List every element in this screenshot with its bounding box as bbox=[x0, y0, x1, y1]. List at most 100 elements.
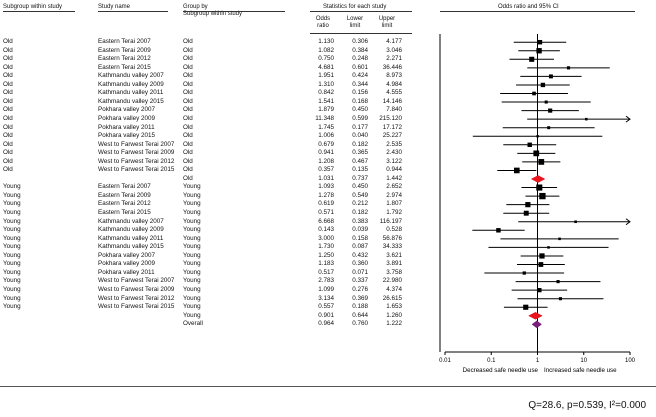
cell-study-name: Kathmandu valley 2007 bbox=[98, 72, 164, 80]
cell-subgroup: Young bbox=[3, 285, 21, 293]
cell-upper-limit: 3.046 bbox=[386, 46, 402, 54]
study-marker bbox=[523, 304, 529, 310]
study-marker bbox=[523, 210, 529, 216]
cell-study-name: Kathmandu valley 2007 bbox=[98, 217, 164, 225]
table-row: Young West to Farwest Terai 2007 Young 2.78… bbox=[0, 277, 420, 285]
cell-odds-ratio: 4.681 bbox=[318, 63, 334, 71]
cell-subgroup: Old bbox=[3, 63, 13, 71]
cell-odds-ratio: 1.208 bbox=[318, 157, 334, 165]
cell-odds-ratio: 1.730 bbox=[318, 243, 334, 251]
table-row: Young Pokhara valley 2007 Young 1.250 0.432 3… bbox=[0, 252, 420, 260]
cell-study-name: Kathmandu valley 2015 bbox=[98, 243, 164, 251]
cell-upper-limit: 4.177 bbox=[386, 38, 402, 45]
cell-lower-limit: 0.188 bbox=[352, 303, 368, 311]
cell-upper-limit: 14.146 bbox=[382, 97, 402, 105]
cell-odds-ratio: 0.143 bbox=[318, 226, 334, 234]
cell-lower-limit: 0.158 bbox=[352, 234, 368, 242]
study-marker bbox=[525, 202, 531, 208]
cell-lower-limit: 0.450 bbox=[352, 106, 368, 114]
table-row: Old Kathmandu valley 2007 Old 1.951 0.424 8.9… bbox=[0, 72, 420, 80]
cell-lower-limit: 0.087 bbox=[352, 243, 368, 251]
header-stats: Statistics for each study bbox=[323, 4, 387, 10]
cell-group: Young bbox=[183, 209, 201, 216]
x-tick-label: 100 bbox=[625, 358, 636, 364]
cell-upper-limit: 0.944 bbox=[386, 166, 402, 174]
cell-group: Old bbox=[183, 106, 193, 114]
cell-study-name: Eastern Terai 2007 bbox=[98, 38, 151, 45]
cell-group: Young bbox=[183, 226, 201, 234]
cell-group: Overall bbox=[183, 320, 203, 328]
study-marker bbox=[536, 48, 542, 54]
cell-group: Old bbox=[183, 132, 193, 140]
cell-study-name: Pokhara valley 2007 bbox=[98, 251, 156, 259]
cell-upper-limit: 215.120 bbox=[379, 114, 402, 122]
cell-group: Young bbox=[183, 191, 201, 199]
table-row: Old Kathmandu valley 2009 Old 1.310 0.344 4.9… bbox=[0, 81, 420, 89]
cell-group: Young bbox=[183, 268, 201, 276]
cell-group: Young bbox=[183, 260, 201, 268]
cell-upper-limit: 2.535 bbox=[386, 140, 402, 148]
cell-study-name: West to Farwest Terai 2012 bbox=[98, 294, 175, 302]
cell-lower-limit: 0.344 bbox=[352, 80, 368, 88]
cell-subgroup: Old bbox=[3, 157, 13, 165]
cell-lower-limit: 0.760 bbox=[352, 320, 368, 328]
header-groupby: Group by Subgroup within study bbox=[183, 4, 242, 18]
cell-group: Young bbox=[183, 200, 201, 208]
study-marker bbox=[538, 262, 544, 267]
cell-subgroup: Young bbox=[3, 260, 21, 268]
cell-lower-limit: 0.369 bbox=[352, 294, 368, 302]
cell-upper-limit: 4.374 bbox=[386, 285, 402, 293]
header-odds-ratio: Odds ratio bbox=[315, 16, 331, 29]
cell-upper-limit: 7.840 bbox=[386, 106, 402, 114]
cell-subgroup: Old bbox=[3, 38, 13, 45]
cell-subgroup: Old bbox=[3, 149, 13, 157]
cell-subgroup: Old bbox=[3, 166, 13, 174]
table-row: Young West to Farwest Terai 2009 Young 1.09… bbox=[0, 286, 420, 294]
cell-odds-ratio: 0.679 bbox=[318, 140, 334, 148]
cell-odds-ratio: 1.130 bbox=[318, 38, 334, 45]
x-tick-label: 1 bbox=[536, 358, 540, 364]
study-marker bbox=[536, 184, 543, 191]
cell-odds-ratio: 0.571 bbox=[318, 209, 334, 216]
cell-lower-limit: 0.039 bbox=[352, 226, 368, 234]
cell-subgroup: Young bbox=[3, 303, 21, 311]
cell-group: Young bbox=[183, 311, 201, 319]
cell-group: Old bbox=[183, 55, 193, 63]
cell-upper-limit: 2.271 bbox=[386, 55, 402, 63]
cell-group: Young bbox=[183, 303, 201, 311]
cell-study-name: West to Farwest Terai 2007 bbox=[98, 277, 175, 285]
cell-odds-ratio: 0.964 bbox=[318, 320, 334, 328]
cell-group: Young bbox=[183, 285, 201, 293]
cell-lower-limit: 0.168 bbox=[352, 97, 368, 105]
table-row: Old West to Farwest Terai 2009 Old 0.941 0.3… bbox=[0, 149, 420, 157]
cell-odds-ratio: 1.951 bbox=[318, 72, 334, 80]
cell-odds-ratio: 1.745 bbox=[318, 123, 334, 131]
cell-group: Old bbox=[183, 89, 193, 97]
cell-odds-ratio: 1.278 bbox=[318, 191, 334, 199]
cell-odds-ratio: 1.879 bbox=[318, 106, 334, 114]
cell-study-name: Eastern Terai 2015 bbox=[98, 63, 151, 71]
cell-odds-ratio: 0.901 bbox=[318, 311, 334, 319]
cell-upper-limit: 1.807 bbox=[386, 200, 402, 208]
cell-lower-limit: 0.182 bbox=[352, 140, 368, 148]
table-row: Old Pokhara valley 2011 Old 1.745 0.177 17.17… bbox=[0, 124, 420, 132]
cell-subgroup: Young bbox=[3, 251, 21, 259]
cell-lower-limit: 0.737 bbox=[352, 174, 368, 182]
cell-upper-limit: 25.227 bbox=[382, 132, 402, 140]
table-row: Old Pokhara valley 2007 Old 1.879 0.450 7.840 bbox=[0, 106, 420, 114]
cell-study-name: West to Farwest Terai 2009 bbox=[98, 149, 175, 157]
cell-odds-ratio: 6.668 bbox=[318, 217, 334, 225]
table-row: Young Eastern Terai 2015 Young 0.571 0.182 1.… bbox=[0, 209, 420, 217]
cell-study-name: Eastern Terai 2009 bbox=[98, 46, 151, 54]
cell-subgroup: Young bbox=[3, 200, 21, 208]
cell-upper-limit: 0.528 bbox=[386, 226, 402, 234]
cell-group: Old bbox=[183, 114, 193, 122]
cell-odds-ratio: 0.619 bbox=[318, 200, 334, 208]
cell-subgroup: Old bbox=[3, 132, 13, 140]
table-row: Young Pokhara valley 2011 Young 0.517 0.071 3… bbox=[0, 269, 420, 277]
table-row: Young Kathmandu valley 2015 Young 1.730 0.08… bbox=[0, 243, 420, 251]
study-marker bbox=[585, 117, 588, 121]
cell-study-name: West to Farwest Terai 2015 bbox=[98, 303, 175, 311]
cell-subgroup: Young bbox=[3, 209, 21, 216]
cell-study-name: Eastern Terai 2015 bbox=[98, 209, 151, 216]
